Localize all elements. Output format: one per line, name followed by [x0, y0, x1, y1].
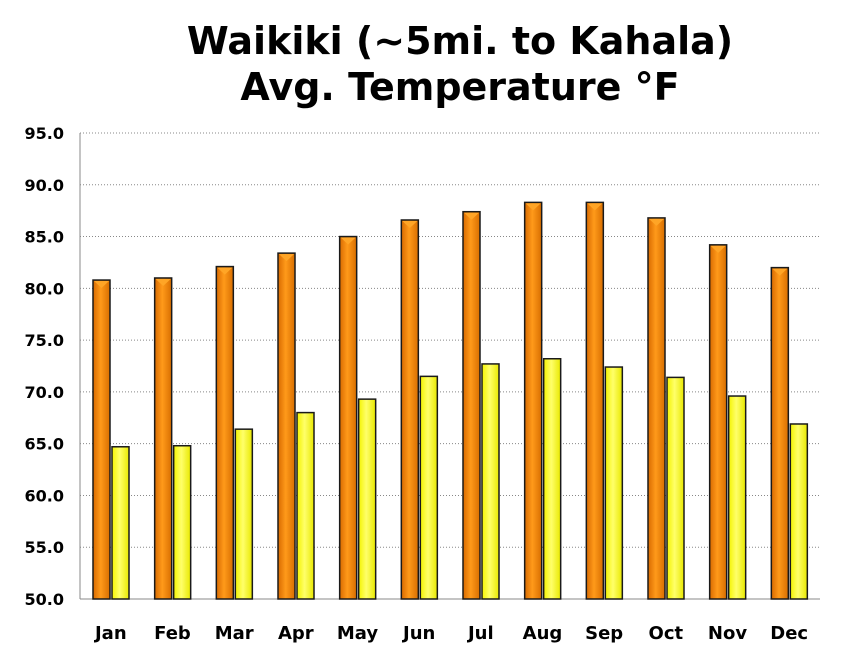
x-tick-label-dec: Dec: [770, 623, 808, 644]
bar-high-jan: [92, 279, 111, 600]
bar-low-feb: [172, 444, 192, 600]
axes: [79, 133, 820, 600]
bar-high-cap: [710, 245, 726, 253]
bar-high-cap: [525, 203, 541, 211]
y-tick-label: 50.0: [25, 590, 64, 609]
bar-high-cap: [649, 218, 664, 226]
bar-high-aug: [523, 201, 543, 600]
bar-high-mar: [215, 265, 235, 600]
x-tick-label-sep: Sep: [585, 623, 623, 644]
bar-low-aug: [542, 358, 562, 600]
bar-low-jan: [111, 446, 130, 600]
x-tick-label-oct: Oct: [649, 623, 684, 644]
bar-high-sep: [585, 201, 605, 600]
bar-high-nov: [708, 244, 728, 600]
bar-high-cap: [340, 237, 356, 245]
y-tick-label: 85.0: [25, 228, 64, 247]
bar-low-may: [357, 398, 377, 600]
bar-high-cap: [155, 278, 171, 286]
bar-high-oct: [647, 217, 666, 600]
bar-high-apr: [277, 252, 296, 600]
bars: [92, 201, 809, 600]
x-tick-label-jun: Jun: [401, 623, 435, 644]
y-tick-label: 70.0: [25, 383, 64, 402]
x-tick-labels: Jan Feb Mar Apr May Jun Jul Aug Sep Oct Nov Dec: [93, 623, 808, 644]
bar-high-jul: [462, 210, 481, 600]
y-tick-label: 95.0: [25, 124, 64, 143]
bar-low-oct: [666, 376, 685, 600]
x-tick-label-may: May: [337, 623, 379, 644]
bar-low-dec: [789, 423, 809, 600]
y-tick-label: 80.0: [25, 279, 64, 298]
bar-high-cap: [772, 268, 788, 276]
y-tick-label: 75.0: [25, 331, 64, 350]
y-tick-label: 55.0: [25, 538, 64, 557]
y-tick-label: 60.0: [25, 486, 64, 505]
bar-low-jun: [419, 375, 439, 600]
bar-high-cap: [279, 254, 294, 262]
bar-high-dec: [770, 266, 790, 600]
x-tick-label-aug: Aug: [523, 623, 563, 644]
x-tick-label-apr: Apr: [278, 623, 314, 644]
bar-high-cap: [217, 267, 233, 275]
chart-title-line-2: Avg. Temperature °F: [240, 65, 680, 109]
bar-high-feb: [153, 277, 173, 600]
x-tick-label-feb: Feb: [154, 623, 191, 644]
bar-low-sep: [604, 366, 624, 600]
y-tick-label: 90.0: [25, 176, 64, 195]
bar-high-cap: [402, 220, 418, 228]
bar-high-may: [338, 235, 358, 600]
bar-low-jul: [481, 363, 500, 600]
bar-low-mar: [234, 428, 254, 600]
x-tick-label-jul: Jul: [466, 623, 494, 644]
bar-high-jun: [400, 219, 420, 600]
bar-low-apr: [296, 411, 315, 600]
bar-high-cap: [464, 212, 479, 220]
y-tick-label: 65.0: [25, 435, 64, 454]
bar-low-nov: [727, 395, 747, 600]
bar-high-cap: [94, 281, 109, 289]
x-tick-label-mar: Mar: [215, 623, 254, 644]
chart-title-line-1: Waikiki (~5mi. to Kahala): [186, 19, 734, 63]
x-tick-label-nov: Nov: [708, 623, 747, 644]
x-tick-label-jan: Jan: [93, 623, 127, 644]
y-tick-labels: 50.0 55.0 60.0 65.0 70.0 75.0 80.0 85.0 90.0 95.0: [25, 124, 64, 609]
bar-high-cap: [587, 203, 603, 211]
grid-lines: [80, 132, 820, 548]
